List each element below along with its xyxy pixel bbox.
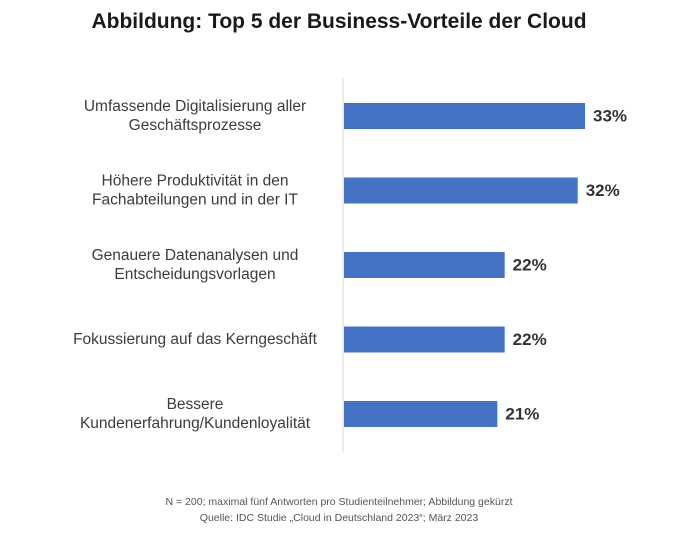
bar-chart: 33% Umfassende Digitalisierung aller Gesch… bbox=[73, 78, 627, 452]
data-label-1: 33% bbox=[593, 107, 627, 126]
category-label-line: Genauere Datenanalysen und bbox=[92, 247, 299, 264]
footnote-source: Quelle: IDC Studie „Cloud in Deutschland… bbox=[199, 512, 479, 524]
bar-4 bbox=[344, 326, 505, 353]
category-label-line: Geschäftsprozesse bbox=[129, 117, 262, 134]
data-label-2: 32% bbox=[586, 181, 620, 200]
bar-5 bbox=[344, 401, 498, 427]
category-label-3: Genauere Datenanalysen und Entscheidungsv… bbox=[92, 247, 299, 283]
footnote-note: N = 200; maximal fünf Antworten pro Stud… bbox=[165, 496, 513, 508]
category-label-1: Umfassende Digitalisierung aller Geschäft… bbox=[84, 98, 306, 134]
data-label-5: 21% bbox=[505, 405, 539, 424]
chart-title: Abbildung: Top 5 der Business-Vorteile d… bbox=[91, 10, 587, 33]
category-label-line: Fachabteilungen und in der IT bbox=[92, 192, 298, 209]
category-label-line: Höhere Produktivität in den bbox=[102, 173, 289, 190]
data-label-3: 22% bbox=[513, 256, 547, 275]
bar-1 bbox=[344, 103, 585, 129]
category-label-4: Fokussierung auf das Kerngeschäft bbox=[73, 331, 318, 348]
bar-2 bbox=[344, 177, 578, 204]
category-label-2: Höhere Produktivität in den Fachabteilung… bbox=[92, 173, 298, 209]
bar-3 bbox=[344, 252, 505, 278]
category-label-line: Fokussierung auf das Kerngeschäft bbox=[73, 331, 318, 348]
category-label-line: Umfassende Digitalisierung aller bbox=[84, 98, 306, 115]
category-label-line: Kundenerfahrung/Kundenloyalität bbox=[80, 415, 311, 432]
category-label-line: Bessere bbox=[167, 396, 224, 413]
category-label-line: Entscheidungsvorlagen bbox=[114, 266, 275, 283]
category-label-5: Bessere Kundenerfahrung/Kundenloyalität bbox=[80, 396, 311, 432]
data-label-4: 22% bbox=[513, 330, 547, 349]
bars-layer: 33% Umfassende Digitalisierung aller Gesch… bbox=[73, 98, 627, 432]
